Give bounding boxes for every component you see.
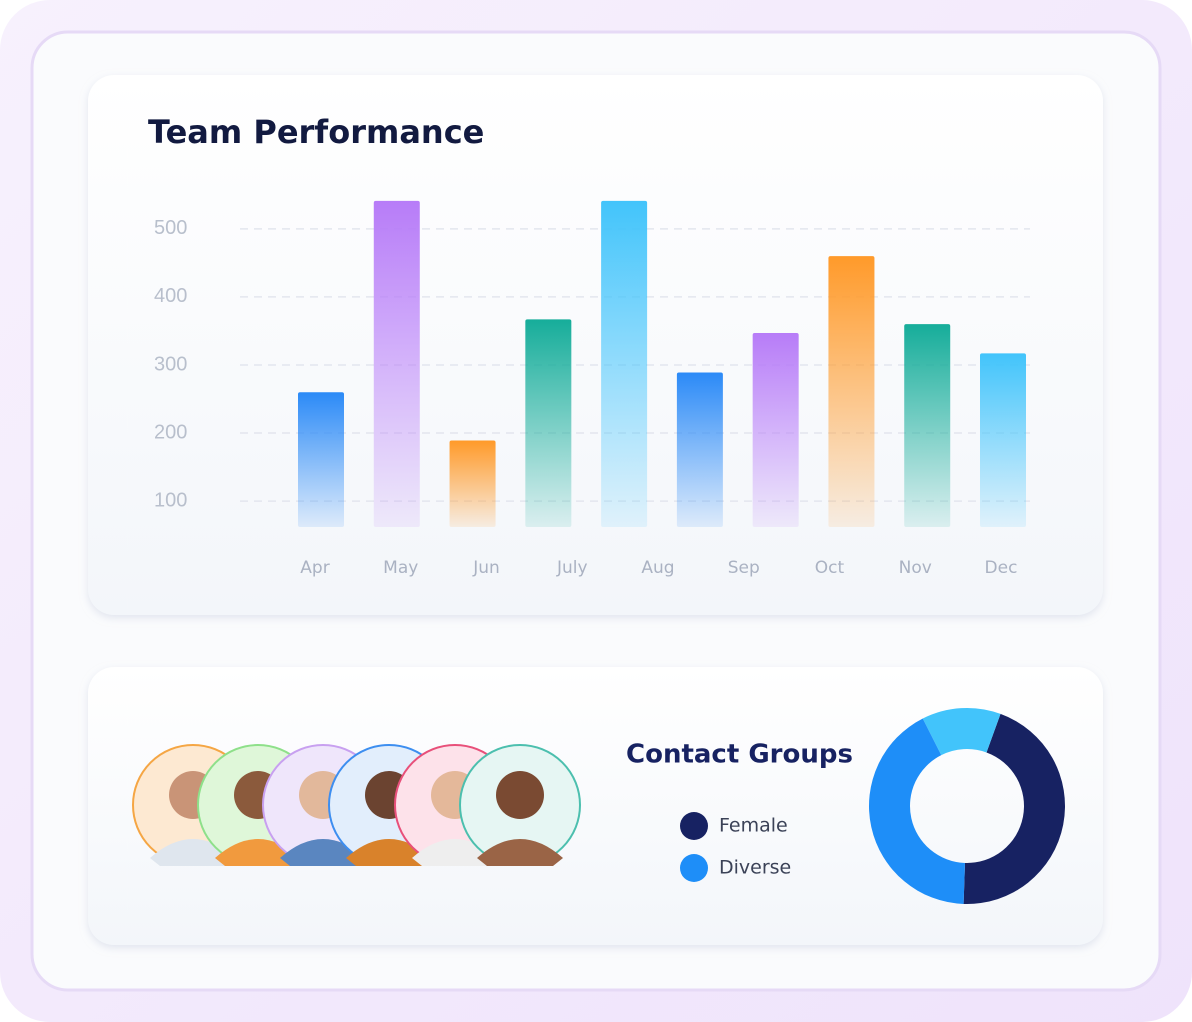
bar (373, 200, 420, 528)
bar (980, 353, 1026, 527)
bar (828, 256, 875, 527)
donut-slice (869, 718, 966, 904)
bar (601, 200, 648, 528)
chart-panel (88, 75, 1103, 615)
x-tick-label: Aug (641, 558, 674, 578)
donut-slice (963, 713, 1065, 905)
x-tick-label: Dec (985, 558, 1018, 578)
x-tick-label: May (383, 558, 418, 578)
y-tick-label: 500 (154, 217, 187, 239)
x-tick-label: Sep (728, 558, 760, 578)
bar (525, 319, 572, 527)
legend-dot (680, 812, 708, 840)
y-tick-label: 100 (154, 489, 187, 511)
legend-dot (680, 854, 708, 882)
x-tick-label: July (556, 558, 588, 578)
donut-slice (922, 708, 1001, 756)
y-tick-label: 400 (154, 285, 187, 307)
chart-title: Team Performance (148, 113, 484, 151)
bar (904, 324, 951, 527)
bar (298, 392, 344, 527)
x-tick-label: Oct (815, 558, 845, 578)
y-tick-label: 200 (154, 421, 187, 443)
contacts-panel (88, 667, 1103, 945)
donut-title: Contact Groups (626, 740, 853, 770)
avatar (459, 744, 581, 866)
bar (449, 440, 496, 527)
bar (676, 372, 723, 527)
bar (752, 332, 799, 527)
x-tick-label: Nov (899, 558, 932, 578)
y-tick-label: 300 (154, 353, 187, 375)
legend-label: Female (719, 815, 788, 837)
avatars (132, 744, 581, 866)
legend-label: Diverse (719, 857, 791, 879)
x-tick-label: Apr (300, 558, 329, 578)
x-tick-label: Jun (472, 558, 500, 578)
